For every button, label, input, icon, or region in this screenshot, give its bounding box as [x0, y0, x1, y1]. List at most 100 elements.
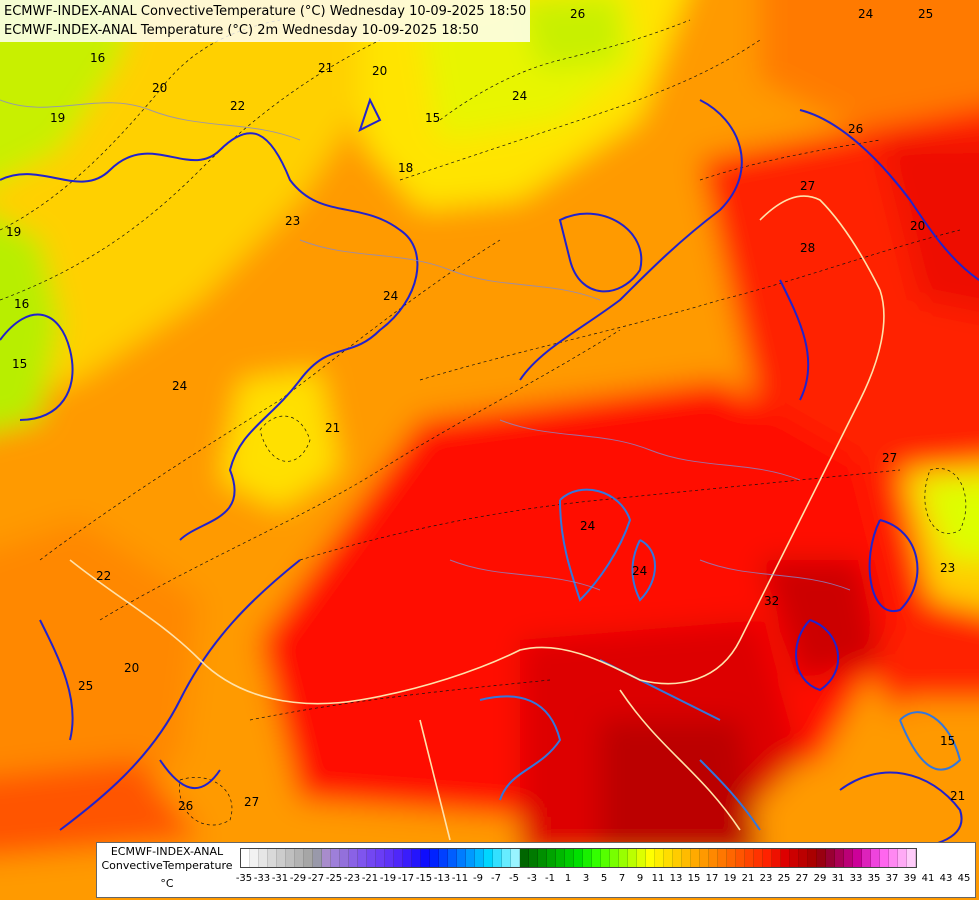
contour-label: 21 — [325, 421, 340, 435]
contour-label: 32 — [764, 594, 779, 608]
legend-tick: -17 — [397, 873, 415, 884]
legend-swatch — [520, 849, 529, 867]
legend-swatch — [601, 849, 610, 867]
legend-tick: 43 — [939, 873, 953, 884]
legend-swatch — [574, 849, 583, 867]
legend-swatch — [673, 849, 682, 867]
legend-swatch — [610, 849, 619, 867]
legend-swatch — [772, 849, 781, 867]
color-legend: ECMWF-INDEX-ANAL ConvectiveTemperature °… — [96, 842, 976, 898]
legend-label-line1: ECMWF-INDEX-ANAL — [110, 845, 224, 858]
legend-swatch — [313, 849, 322, 867]
legend-swatch — [799, 849, 808, 867]
legend-swatch — [826, 849, 835, 867]
contour-label: 24 — [512, 89, 527, 103]
contour-label: 26 — [570, 7, 585, 21]
legend-swatch — [862, 849, 871, 867]
legend-tick: -25 — [325, 873, 343, 884]
contour-label: 20 — [910, 219, 925, 233]
legend-tick: 1 — [564, 873, 572, 884]
legend-tick: -9 — [473, 873, 483, 884]
legend-swatch — [835, 849, 844, 867]
legend-swatch — [817, 849, 826, 867]
legend-tick: -23 — [343, 873, 361, 884]
legend-swatch — [709, 849, 718, 867]
legend-swatch — [637, 849, 646, 867]
legend-swatch — [583, 849, 592, 867]
legend-tick: 33 — [849, 873, 863, 884]
contour-label: 25 — [78, 679, 93, 693]
legend-tick: 21 — [741, 873, 755, 884]
legend-swatch — [286, 849, 295, 867]
legend-tick: -7 — [491, 873, 501, 884]
legend-swatch — [754, 849, 763, 867]
contour-label: 15 — [12, 357, 27, 371]
legend-tick: -11 — [451, 873, 469, 884]
contour-label: 16 — [90, 51, 105, 65]
contour-label: 18 — [398, 161, 413, 175]
convective-contours — [0, 97, 979, 851]
legend-swatch — [529, 849, 538, 867]
legend-unit: °C — [160, 877, 174, 890]
country-borders — [69, 195, 885, 841]
contour-label: 26 — [178, 799, 193, 813]
legend-tick: -1 — [545, 873, 555, 884]
legend-swatch — [448, 849, 457, 867]
contour-label: 22 — [230, 99, 245, 113]
legend-tick: 35 — [867, 873, 881, 884]
contour-label: 15 — [425, 111, 440, 125]
contour-label: 25 — [918, 7, 933, 21]
legend-tick: 11 — [651, 873, 665, 884]
legend-tick: -27 — [307, 873, 325, 884]
region-borders — [0, 99, 851, 591]
contour-label: 24 — [580, 519, 595, 533]
legend-swatch — [646, 849, 655, 867]
legend-swatch — [898, 849, 907, 867]
contour-label: 23 — [940, 561, 955, 575]
legend-swatch — [502, 849, 511, 867]
legend-swatch — [250, 849, 259, 867]
legend-swatch — [304, 849, 313, 867]
legend-tick: 25 — [777, 873, 791, 884]
legend-swatch — [331, 849, 340, 867]
contour-label: 28 — [800, 241, 815, 255]
legend-swatch — [493, 849, 502, 867]
legend-tick: 19 — [723, 873, 737, 884]
legend-swatch — [538, 849, 547, 867]
legend-tick: 7 — [618, 873, 626, 884]
legend-tick: -5 — [509, 873, 519, 884]
legend-swatch — [349, 849, 358, 867]
legend-swatch — [871, 849, 880, 867]
legend-tick: -31 — [271, 873, 289, 884]
legend-tick: 45 — [957, 873, 971, 884]
contour-label: 27 — [244, 795, 259, 809]
legend-swatch — [844, 849, 853, 867]
legend-swatch — [277, 849, 286, 867]
legend-tick: 9 — [636, 873, 644, 884]
legend-tick: -3 — [527, 873, 537, 884]
legend-swatch — [475, 849, 484, 867]
legend-swatch — [565, 849, 574, 867]
legend-tick: 27 — [795, 873, 809, 884]
legend-swatch — [781, 849, 790, 867]
legend-tick: -35 — [235, 873, 253, 884]
contour-label: 20 — [152, 81, 167, 95]
legend-swatch — [808, 849, 817, 867]
legend-tick: 31 — [831, 873, 845, 884]
legend-swatch — [682, 849, 691, 867]
legend-swatch — [907, 849, 916, 867]
legend-swatch — [763, 849, 772, 867]
legend-swatch — [556, 849, 565, 867]
legend-label: ECMWF-INDEX-ANAL ConvectiveTemperature — [97, 845, 237, 873]
contour-labels: 16 20 19 22 21 20 18 15 23 24 26 25 24 2… — [6, 7, 965, 813]
contour-label: 19 — [50, 111, 65, 125]
legend-tick: 15 — [687, 873, 701, 884]
contour-label: 21 — [318, 61, 333, 75]
legend-swatch — [736, 849, 745, 867]
legend-swatch — [727, 849, 736, 867]
legend-tick: -13 — [433, 873, 451, 884]
contour-label: 24 — [172, 379, 187, 393]
legend-swatch — [511, 849, 520, 867]
